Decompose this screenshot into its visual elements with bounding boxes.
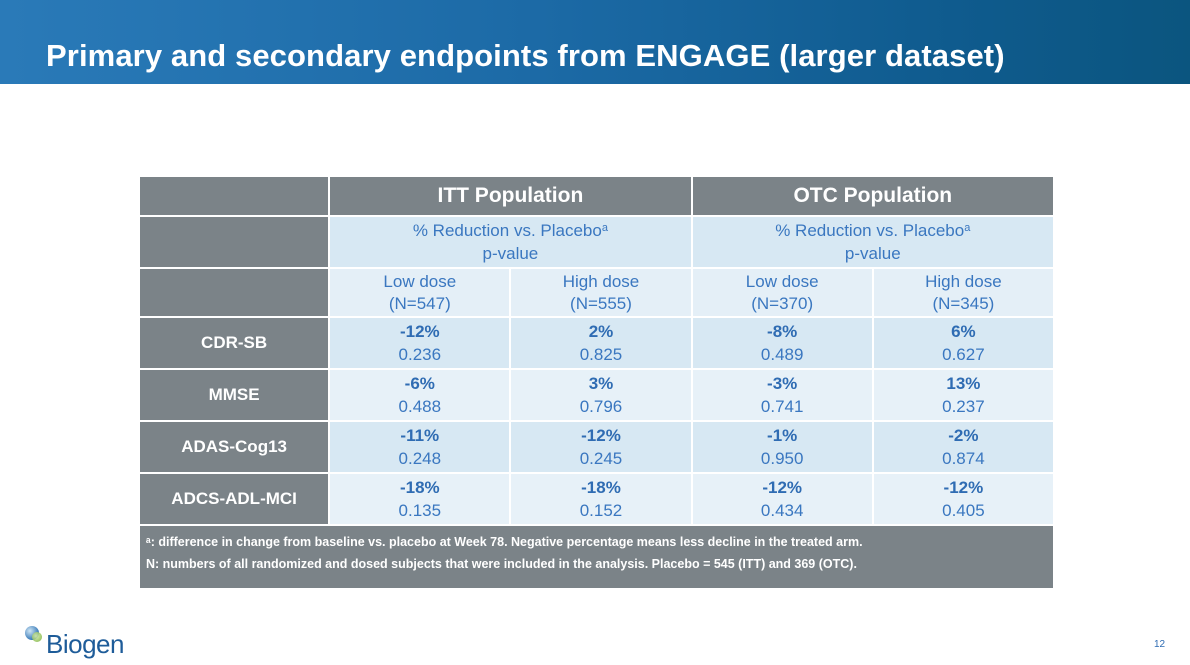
p-value: 0.245 <box>579 449 623 468</box>
pvalue-label: p-value <box>844 244 901 263</box>
result-cell: -12% 0.405 <box>871 472 1056 526</box>
dose-n: (N=345) <box>932 293 995 313</box>
p-value: 0.796 <box>579 397 623 416</box>
pct-reduction: -1% <box>767 426 798 445</box>
result-cell: 3% 0.796 <box>509 368 693 422</box>
p-value: 0.237 <box>942 397 985 416</box>
pct-reduction: 3% <box>588 374 614 393</box>
pct-reduction: -12% <box>399 322 440 341</box>
pct-reduction: -8% <box>767 322 798 341</box>
result-cell: -18% 0.135 <box>328 472 512 526</box>
otc-population-header: OTC Population <box>690 175 1056 217</box>
dose-name: Low dose <box>383 271 457 291</box>
p-value: 0.248 <box>398 449 442 468</box>
table-row: ADCS-ADL-MCI -18% 0.135 -18% 0.152 -12% 0.4… <box>137 472 1056 526</box>
result-cell: -12% 0.245 <box>509 420 693 474</box>
result-cell: -8% 0.489 <box>690 316 874 370</box>
p-value: 0.627 <box>942 345 985 364</box>
p-value: 0.825 <box>579 345 623 364</box>
footnote-cell: ᵃ: difference in change from baseline vs… <box>138 524 1055 590</box>
footnote-a: ᵃ: difference in change from baseline vs… <box>146 535 863 549</box>
p-value: 0.152 <box>579 501 623 520</box>
logo-text: Biogen <box>46 629 124 659</box>
dose-n: (N=547) <box>388 293 451 313</box>
header-corner-cell <box>137 175 331 217</box>
header-corner-cell <box>137 267 331 318</box>
slide-header: Primary and secondary endpoints from ENG… <box>0 0 1190 84</box>
pct-reduction: -11% <box>400 426 440 445</box>
header-corner-cell <box>137 215 331 269</box>
pvalue-label: p-value <box>482 244 539 263</box>
p-value: 0.488 <box>398 397 442 416</box>
dose-header: High dose (N=345) <box>871 267 1056 318</box>
pct-reduction: -6% <box>404 374 435 393</box>
result-cell: -1% 0.950 <box>690 420 874 474</box>
p-value: 0.434 <box>760 501 804 520</box>
dose-header: Low dose (N=370) <box>690 267 874 318</box>
pct-reduction: 6% <box>951 322 976 341</box>
result-cell: 2% 0.825 <box>509 316 693 370</box>
page-number: 12 <box>1154 639 1166 650</box>
dose-name: Low dose <box>745 271 819 291</box>
dose-n: (N=370) <box>751 293 814 313</box>
endpoint-label: ADAS-Cog13 <box>137 420 331 474</box>
endpoint-label: ADCS-ADL-MCI <box>137 472 331 526</box>
biogen-logo-mark-icon <box>25 626 42 642</box>
footnote-marker: a <box>601 222 608 234</box>
biogen-logo: Biogen <box>24 624 134 660</box>
pct-reduction: -3% <box>767 374 798 393</box>
result-cell: -12% 0.434 <box>690 472 874 526</box>
result-cell: -2% 0.874 <box>871 420 1056 474</box>
table-row: MMSE -6% 0.488 3% 0.796 -3% 0.741 13% 0.237 <box>137 368 1056 422</box>
p-value: 0.405 <box>942 501 985 520</box>
p-value: 0.236 <box>398 345 442 364</box>
result-cell: -3% 0.741 <box>690 368 874 422</box>
result-cell: 6% 0.627 <box>871 316 1056 370</box>
pct-reduction: -12% <box>581 426 621 445</box>
dose-name: High dose <box>925 271 1002 291</box>
p-value: 0.489 <box>760 345 804 364</box>
footnote-row: ᵃ: difference in change from baseline vs… <box>138 524 1055 590</box>
result-cell: -18% 0.152 <box>509 472 693 526</box>
result-cell: -6% 0.488 <box>328 368 512 422</box>
endpoints-table: ITT Population OTC Population % Reductio… <box>137 175 1056 590</box>
dose-name: High dose <box>562 271 640 291</box>
table-row: CDR-SB -12% 0.236 2% 0.825 -8% 0.489 6% 0.62… <box>137 316 1056 370</box>
measure-label: % Reduction vs. Placebo <box>775 221 965 240</box>
pct-reduction: -12% <box>762 478 803 497</box>
itt-measure-header: % Reduction vs. Placeboa p-value <box>328 215 693 269</box>
result-cell: -11% 0.248 <box>328 420 512 474</box>
measure-header-row: % Reduction vs. Placeboa p-value % Reduc… <box>137 215 1056 269</box>
result-cell: 13% 0.237 <box>871 368 1056 422</box>
itt-population-header: ITT Population <box>328 175 693 217</box>
endpoint-label: MMSE <box>137 368 331 422</box>
pct-reduction: 2% <box>588 322 614 341</box>
result-cell: -12% 0.236 <box>328 316 512 370</box>
dose-n: (N=555) <box>570 293 632 313</box>
pct-reduction: 13% <box>946 374 981 393</box>
table-row: ADAS-Cog13 -11% 0.248 -12% 0.245 -1% 0.950 … <box>137 420 1056 474</box>
pct-reduction: -12% <box>943 478 984 497</box>
p-value: 0.874 <box>942 449 985 468</box>
dose-header: Low dose (N=547) <box>328 267 512 318</box>
pct-reduction: -18% <box>581 478 621 497</box>
measure-label: % Reduction vs. Placebo <box>412 221 602 240</box>
endpoint-label: CDR-SB <box>137 316 331 370</box>
population-header-row: ITT Population OTC Population <box>137 175 1056 217</box>
footnote-marker: a <box>964 222 971 234</box>
p-value: 0.741 <box>760 397 804 416</box>
otc-measure-header: % Reduction vs. Placeboa p-value <box>690 215 1056 269</box>
pct-reduction: -2% <box>948 426 979 445</box>
dose-header-row: Low dose (N=547) High dose (N=555) Low dos… <box>137 267 1056 318</box>
footnote-n: N: numbers of all randomized and dosed s… <box>146 557 857 571</box>
pct-reduction: -18% <box>399 478 440 497</box>
dose-header: High dose (N=555) <box>509 267 693 318</box>
slide-title: Primary and secondary endpoints from ENG… <box>46 38 1005 73</box>
p-value: 0.135 <box>398 501 442 520</box>
p-value: 0.950 <box>760 449 804 468</box>
